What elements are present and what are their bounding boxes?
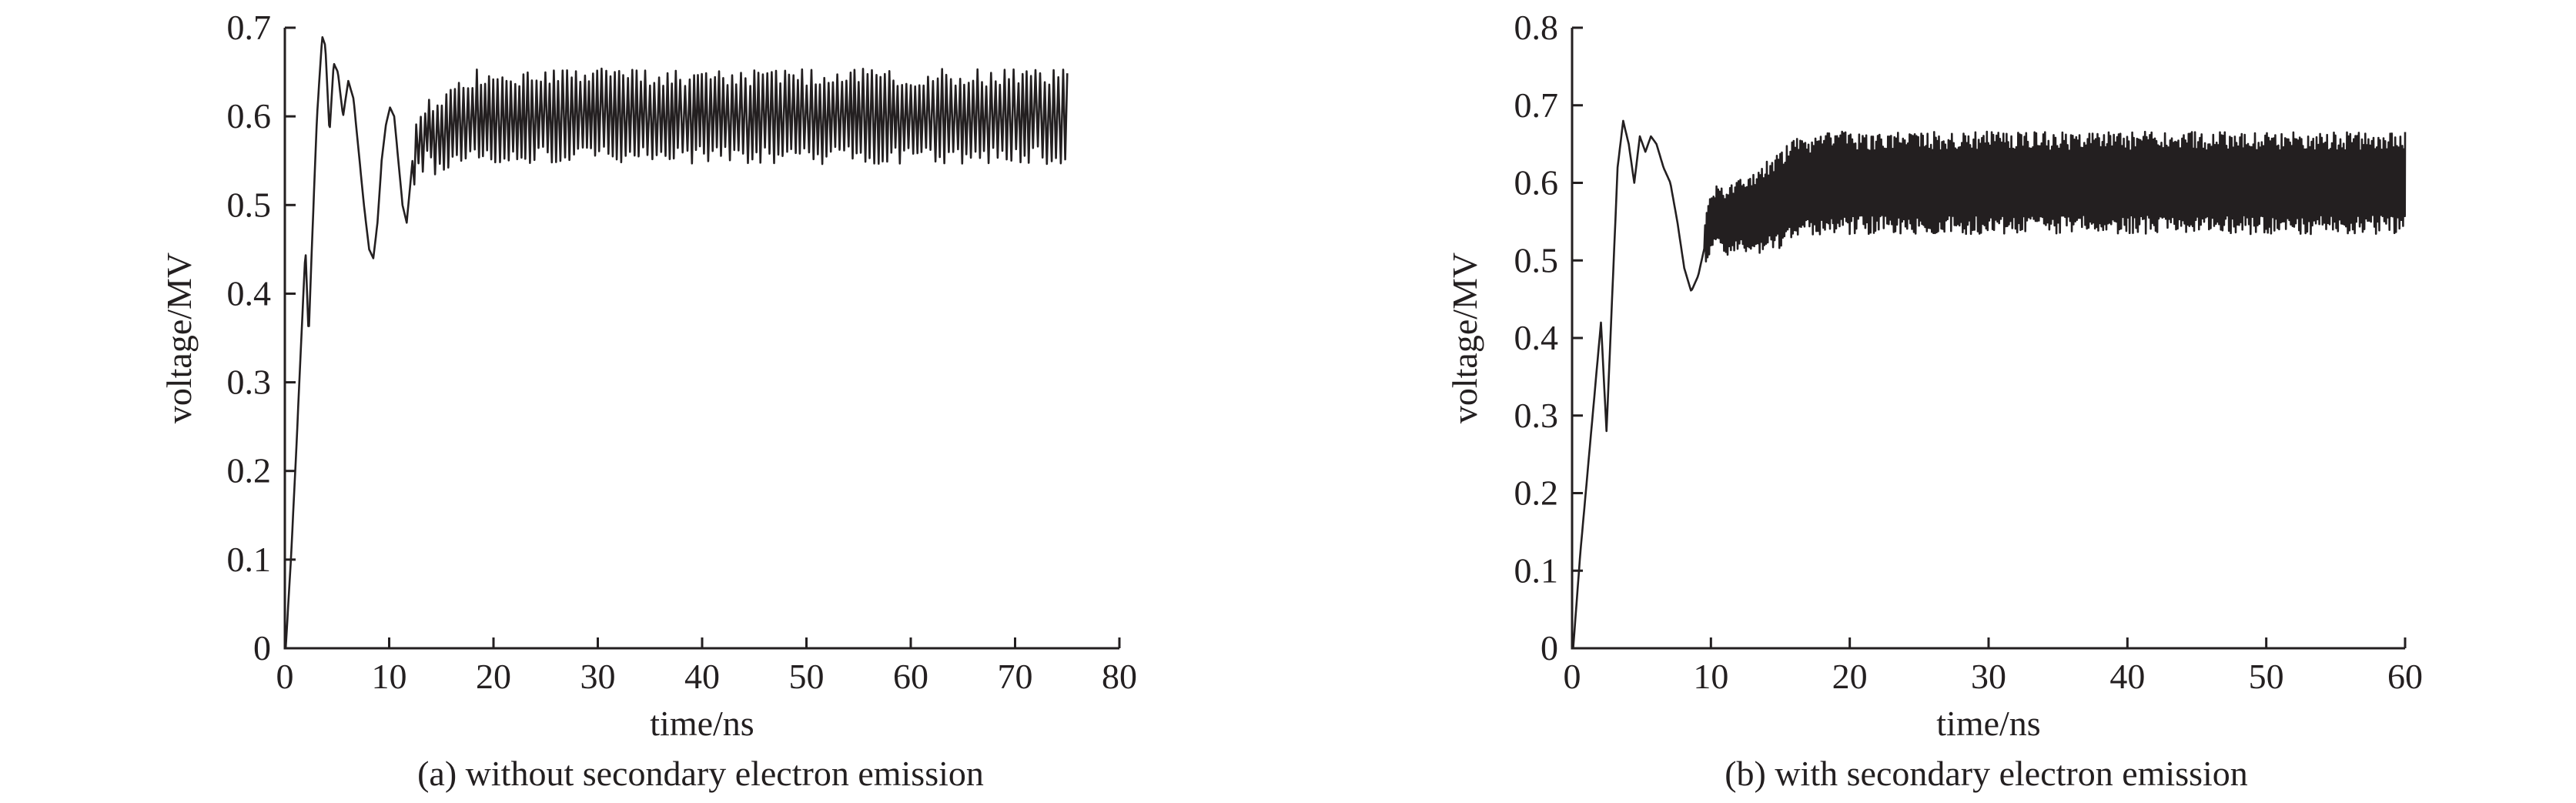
chart-a-xtick-label: 30 — [580, 657, 616, 696]
chart-b-ytick-label: 0.3 — [1514, 396, 1559, 435]
chart-b-series-line — [1572, 119, 2407, 649]
chart-b-xtick-label: 0 — [1564, 657, 1581, 696]
chart-b-xtick-label: 50 — [2249, 657, 2284, 696]
chart-b-ytick-label: 0.8 — [1514, 8, 1559, 47]
chart-b-xtick-label: 30 — [1971, 657, 2006, 696]
chart-b-ylabel: voltage/MV — [1445, 253, 1484, 423]
chart-a-ytick-label: 0.7 — [227, 8, 272, 47]
chart-a-caption: (a) without secondary electron emission — [417, 754, 984, 793]
chart-b-caption: (b) with secondary electron emission — [1725, 754, 2248, 793]
chart-a-xtick-label: 50 — [789, 657, 825, 696]
chart-b-xlabel: time/ns — [1936, 704, 2040, 743]
chart-panel-a: 00.10.20.30.40.50.60.70 10 20 30 40 50 60 70 80 … — [159, 8, 1137, 793]
chart-panel-b: 0 0.1 0.2 0.3 0.4 0.5 0.6 0.7 0.8 0 10 20 30 40 50 60 t… — [1445, 8, 2423, 793]
chart-a-ytick-label: 0.3 — [227, 363, 272, 402]
chart-a-ylabel: voltage/MV — [159, 253, 199, 423]
chart-b-traces — [1572, 119, 2407, 649]
chart-a-xtick-label: 60 — [893, 657, 928, 696]
chart-a-ytick-label: 0.6 — [227, 96, 272, 136]
chart-a-series-line — [284, 36, 1069, 649]
chart-b-xtick-label: 60 — [2387, 657, 2423, 696]
chart-b-ytick-label: 0.1 — [1514, 550, 1559, 590]
chart-a-ytick-label: 0.4 — [227, 273, 272, 313]
chart-a-xtick-label: 10 — [372, 657, 407, 696]
chart-a-xtick-label: 70 — [998, 657, 1033, 696]
chart-b-xtick-label: 40 — [2109, 657, 2145, 696]
chart-a-xtick-label: 80 — [1102, 657, 1137, 696]
chart-b-ytick-label: 0 — [1541, 628, 1558, 667]
chart-a-ytick-label: 0.5 — [227, 185, 272, 224]
chart-a-ytick-label: 0.1 — [227, 540, 272, 579]
chart-a-ytick-label: 0.2 — [227, 451, 272, 490]
chart-a-xtick-label: 40 — [684, 657, 720, 696]
chart-b-ytick-label: 0.6 — [1514, 163, 1559, 202]
chart-b-ytick-label: 0.5 — [1514, 240, 1559, 279]
chart-b-ytick-label: 0.4 — [1514, 318, 1559, 357]
chart-a-traces — [284, 36, 1069, 649]
chart-b-ytick-label: 0.2 — [1514, 473, 1559, 513]
chart-a-ticks: 0 0.1 0.2 0.3 0.4 0.5 0.6 0.7 0 10 20 30 40 50 60 70 80 — [227, 8, 1138, 696]
chart-a-xtick-label: 0 — [276, 657, 294, 696]
chart-b-ticks: 0 0.1 0.2 0.3 0.4 0.5 0.6 0.7 0.8 0 10 20 30 40 50 60 — [1514, 8, 2424, 696]
chart-b-ytick-label: 0.7 — [1514, 85, 1559, 125]
chart-b-xtick-label: 20 — [1832, 657, 1868, 696]
chart-b-xtick-label: 10 — [1693, 657, 1728, 696]
chart-a-xtick-label: 20 — [476, 657, 511, 696]
chart-b-axes — [1571, 28, 2405, 650]
chart-a-axes — [283, 28, 1119, 650]
chart-a-xlabel: time/ns — [650, 704, 754, 743]
chart-a-ytick-label: 0 — [253, 628, 271, 667]
